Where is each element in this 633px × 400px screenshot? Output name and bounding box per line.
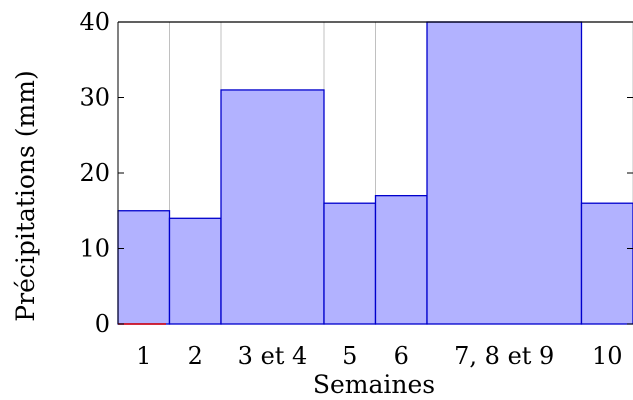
- bar: [168, 217, 222, 325]
- bar: [374, 194, 428, 325]
- y-tick-label: 0: [95, 310, 110, 338]
- y-ticks: 0 10 20 30 40: [79, 8, 633, 338]
- bar: [426, 21, 583, 325]
- x-tick-labels: 1 2 3 et 4 5 6 7, 8 et 9 10: [136, 342, 622, 370]
- bar: [117, 210, 171, 325]
- x-tick-label: 2: [188, 342, 203, 370]
- y-tick-label: 30: [79, 84, 110, 112]
- x-tick-label: 1: [136, 342, 151, 370]
- x-tick-label: 10: [592, 342, 623, 370]
- y-tick-label: 20: [79, 159, 110, 187]
- x-tick-label: 3 et 4: [238, 342, 308, 370]
- y-tick-label: 40: [79, 8, 110, 36]
- bar: [580, 202, 633, 325]
- x-axis-title: Semaines: [313, 370, 435, 399]
- bars: [117, 21, 633, 325]
- bar: [323, 202, 377, 325]
- x-tick-label: 5: [342, 342, 357, 370]
- y-tick-label: 10: [79, 235, 110, 263]
- y-axis-title: Précipitations (mm): [11, 70, 40, 321]
- x-tick-label: 7, 8 et 9: [454, 342, 554, 370]
- x-tick-label: 6: [394, 342, 409, 370]
- bar: [220, 89, 325, 325]
